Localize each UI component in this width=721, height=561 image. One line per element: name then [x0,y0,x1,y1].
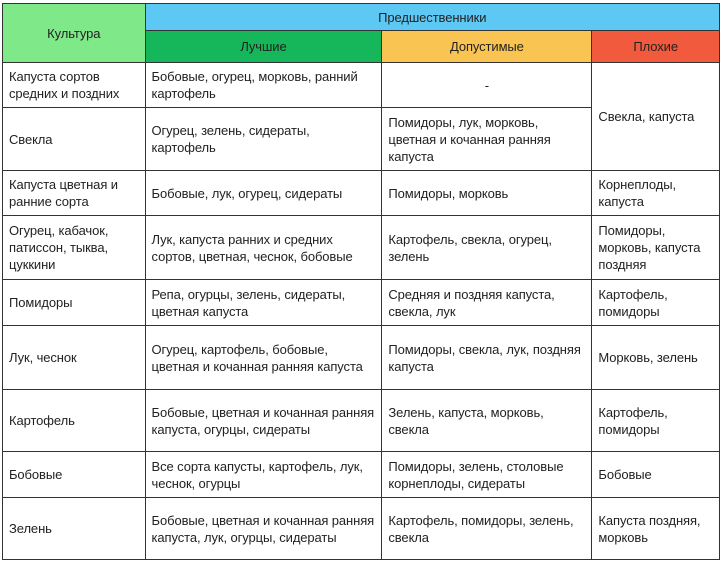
cell-culture: Картофель [2,389,146,452]
cell-best: Лук, капуста ранних и средних сортов, цв… [144,215,383,280]
header-best: Лучшие [144,30,383,63]
cell-culture: Свекла [2,107,146,171]
table-row: Капуста сортов средних и поздних Бобовые… [2,62,720,171]
cell-acceptable: Средняя и поздняя капуста, свекла, лук [381,279,593,326]
cell-best: Репа, огурцы, зелень, сидераты, цветная … [144,279,383,326]
cell-best: Бобовые, цветная и кочанная ранняя капус… [144,497,383,560]
cell-acceptable: Помидоры, лук, морковь, цветная и кочанн… [381,107,593,171]
table-row: Огурец, кабачок, патиссон, тыква, цуккин… [2,215,720,280]
cell-culture: Капуста цветная и ранние сорта [2,170,146,216]
table-row: Капуста цветная и ранние сорта Бобовые, … [2,170,720,216]
cell-bad: Морковь, зелень [591,325,720,390]
cell-culture: Огурец, кабачок, патиссон, тыква, цуккин… [2,215,146,280]
cell-culture: Зелень [2,497,146,560]
header-predecessors: Предшественники [144,3,721,31]
cell-culture: Бобовые [2,451,146,498]
cell-best: Бобовые, цветная и кочанная ранняя капус… [144,389,383,452]
cell-bad: Помидоры, морковь, капуста поздняя [591,215,720,280]
cell-bad: Свекла, капуста [591,62,720,171]
cell-best: Огурец, картофель, бобовые, цветная и ко… [144,325,383,390]
table-row: Бобовые Все сорта капусты, картофель, лу… [2,451,720,498]
header-acceptable: Допустимые [381,30,593,63]
table-row: Картофель Бобовые, цветная и кочанная ра… [2,389,720,452]
cell-acceptable: - [381,62,593,108]
table-row: Помидоры Репа, огурцы, зелень, сидераты,… [2,279,720,326]
cell-acceptable: Картофель, помидоры, зелень, свекла [381,497,593,560]
cell-acceptable: Помидоры, морковь [381,170,593,216]
cell-bad: Бобовые [591,451,720,498]
cell-best: Огурец, зелень, сидераты, картофель [144,107,383,171]
cell-bad: Корнеплоды, капуста [591,170,720,216]
cell-best: Все сорта капусты, картофель, лук, чесно… [144,451,383,498]
cell-bad: Капуста поздняя, морковь [591,497,720,560]
cell-acceptable: Картофель, свекла, огурец, зелень [381,215,593,280]
header-culture: Культура [2,3,146,63]
cell-acceptable: Помидоры, зелень, столовые корнеплоды, с… [381,451,593,498]
header-bad: Плохие [591,30,720,63]
cell-culture: Капуста сортов средних и поздних [2,62,146,108]
cell-acceptable: Помидоры, свекла, лук, поздняя капуста [381,325,593,390]
cell-culture: Помидоры [2,279,146,326]
cell-acceptable: Зелень, капуста, морковь, свекла [381,389,593,452]
cell-best: Бобовые, огурец, морковь, ранний картофе… [144,62,383,108]
cell-culture: Лук, чеснок [2,325,146,390]
cell-bad: Картофель, помидоры [591,279,720,326]
table-row: Лук, чеснок Огурец, картофель, бобовые, … [2,325,720,390]
table-row: Свекла Огурец, зелень, сидераты, картофе… [2,107,720,171]
cell-best: Бобовые, лук, огурец, сидераты [144,170,383,216]
cell-bad: Картофель, помидоры [591,389,720,452]
crop-rotation-table: Культура Предшественники Лучшие Допустим… [2,3,721,560]
table-row: Зелень Бобовые, цветная и кочанная рання… [2,497,720,560]
